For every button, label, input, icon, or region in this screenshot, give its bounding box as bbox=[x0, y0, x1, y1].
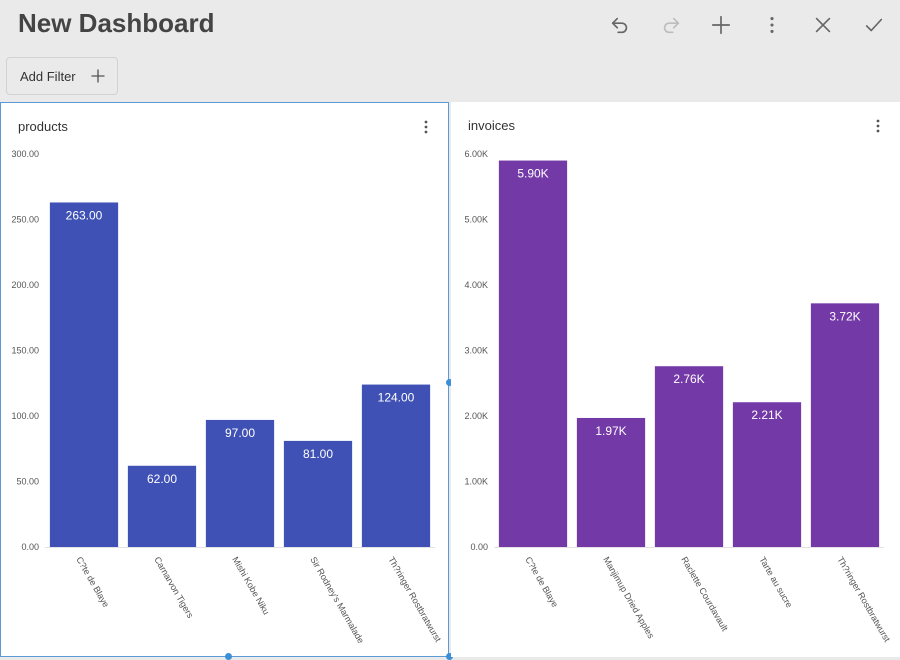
y-tick-label: 6.00K bbox=[464, 149, 488, 159]
close-icon[interactable] bbox=[810, 12, 836, 38]
data-label: 124.00 bbox=[378, 391, 415, 405]
x-category-label: Th?ringer Rostbratwurst bbox=[386, 555, 443, 644]
chart-bar[interactable] bbox=[810, 303, 880, 547]
add-icon[interactable] bbox=[708, 12, 734, 38]
widget-title: invoices bbox=[468, 118, 515, 133]
dashboard-title: New Dashboard bbox=[18, 8, 215, 38]
more-vertical-icon[interactable] bbox=[420, 119, 432, 135]
data-label: 263.00 bbox=[66, 208, 103, 222]
data-label: 62.00 bbox=[147, 472, 177, 486]
data-label: 5.90K bbox=[517, 167, 548, 181]
y-tick-label: 100.00 bbox=[11, 411, 39, 421]
chart-bar[interactable] bbox=[732, 402, 802, 547]
chart-bar[interactable] bbox=[654, 366, 724, 547]
y-tick-label: 150.00 bbox=[11, 346, 39, 356]
dashboard-header: New Dashboard bbox=[0, 0, 900, 50]
invoices-bar-chart: 0.00 1.00K 2.00K 3.00K 4.00K 5.00K 6.00K 5.90K C… bbox=[464, 149, 892, 644]
products-widget[interactable]: products 0.00 50.00 100.00 150.00 200.00 250.… bbox=[0, 102, 449, 657]
y-tick-label: 0.00 bbox=[470, 542, 488, 552]
x-category-label: Th?ringer Rostbratwurst bbox=[835, 555, 892, 644]
y-tick-label: 0.00 bbox=[21, 542, 39, 552]
chart-bar[interactable] bbox=[498, 160, 568, 548]
data-label: 3.72K bbox=[829, 309, 860, 323]
chart-bar[interactable] bbox=[283, 440, 353, 547]
x-category-label: Sir Rodney's Marmalade bbox=[308, 555, 366, 645]
data-label: 2.21K bbox=[751, 408, 782, 422]
y-tick-label: 300.00 bbox=[11, 149, 39, 159]
x-category-label: C?te de Blaye bbox=[523, 555, 560, 609]
x-category-label: C?te de Blaye bbox=[74, 555, 111, 609]
y-tick-label: 250.00 bbox=[11, 215, 39, 225]
chart-bar[interactable] bbox=[127, 465, 197, 547]
y-tick-label: 5.00K bbox=[464, 215, 488, 225]
data-label: 2.76K bbox=[673, 372, 704, 386]
x-category-label: Carnarvon Tigers bbox=[152, 555, 195, 620]
chart-bar[interactable] bbox=[361, 384, 431, 547]
y-tick-label: 1.00K bbox=[464, 477, 488, 487]
redo-icon[interactable] bbox=[658, 12, 684, 38]
y-tick-label: 3.00K bbox=[464, 346, 488, 356]
add-filter-label: Add Filter bbox=[20, 68, 76, 84]
data-label: 1.97K bbox=[595, 424, 626, 438]
chart-bar[interactable] bbox=[205, 419, 275, 547]
chart-bar[interactable] bbox=[576, 417, 646, 547]
x-category-label: Manjimup Dried Apples bbox=[601, 555, 656, 641]
x-category-label: Raclette Courdavault bbox=[679, 555, 730, 633]
add-filter-button[interactable]: Add Filter bbox=[6, 57, 118, 95]
x-category-label: Tarte au sucre bbox=[757, 555, 794, 609]
more-vertical-icon[interactable] bbox=[759, 12, 785, 38]
products-bar-chart: 0.00 50.00 100.00 150.00 200.00 250.00 300.00 2… bbox=[11, 149, 443, 645]
widget-title: products bbox=[18, 119, 68, 134]
more-vertical-icon[interactable] bbox=[872, 118, 884, 134]
undo-icon[interactable] bbox=[607, 12, 633, 38]
plus-icon bbox=[91, 69, 105, 83]
y-tick-label: 200.00 bbox=[11, 280, 39, 290]
invoices-widget[interactable]: invoices 0.00 1.00K 2.00K 3.00K 4.00K 5.00K 6.… bbox=[451, 102, 900, 657]
x-category-label: Mishi Kobe Niku bbox=[230, 555, 271, 616]
resize-handle-right[interactable] bbox=[446, 379, 453, 386]
y-tick-label: 2.00K bbox=[464, 411, 488, 421]
data-label: 97.00 bbox=[225, 426, 255, 440]
y-tick-label: 50.00 bbox=[16, 477, 39, 487]
check-icon[interactable] bbox=[861, 12, 887, 38]
data-label: 81.00 bbox=[303, 447, 333, 461]
chart-bar[interactable] bbox=[49, 202, 119, 547]
y-tick-label: 4.00K bbox=[464, 280, 488, 290]
